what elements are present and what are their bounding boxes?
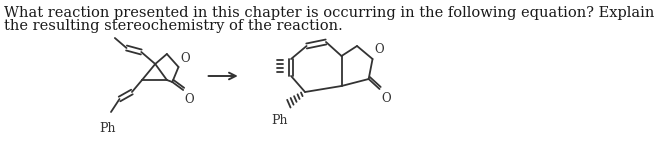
Text: Ph: Ph	[99, 122, 115, 135]
Text: Ph: Ph	[271, 114, 288, 127]
Text: O: O	[185, 93, 195, 106]
Text: O: O	[381, 92, 391, 105]
Text: O: O	[180, 52, 190, 65]
Text: What reaction presented in this chapter is occurring in the following equation? : What reaction presented in this chapter …	[4, 6, 654, 20]
Text: the resulting stereochemistry of the reaction.: the resulting stereochemistry of the rea…	[4, 19, 343, 33]
Text: O: O	[374, 43, 384, 56]
